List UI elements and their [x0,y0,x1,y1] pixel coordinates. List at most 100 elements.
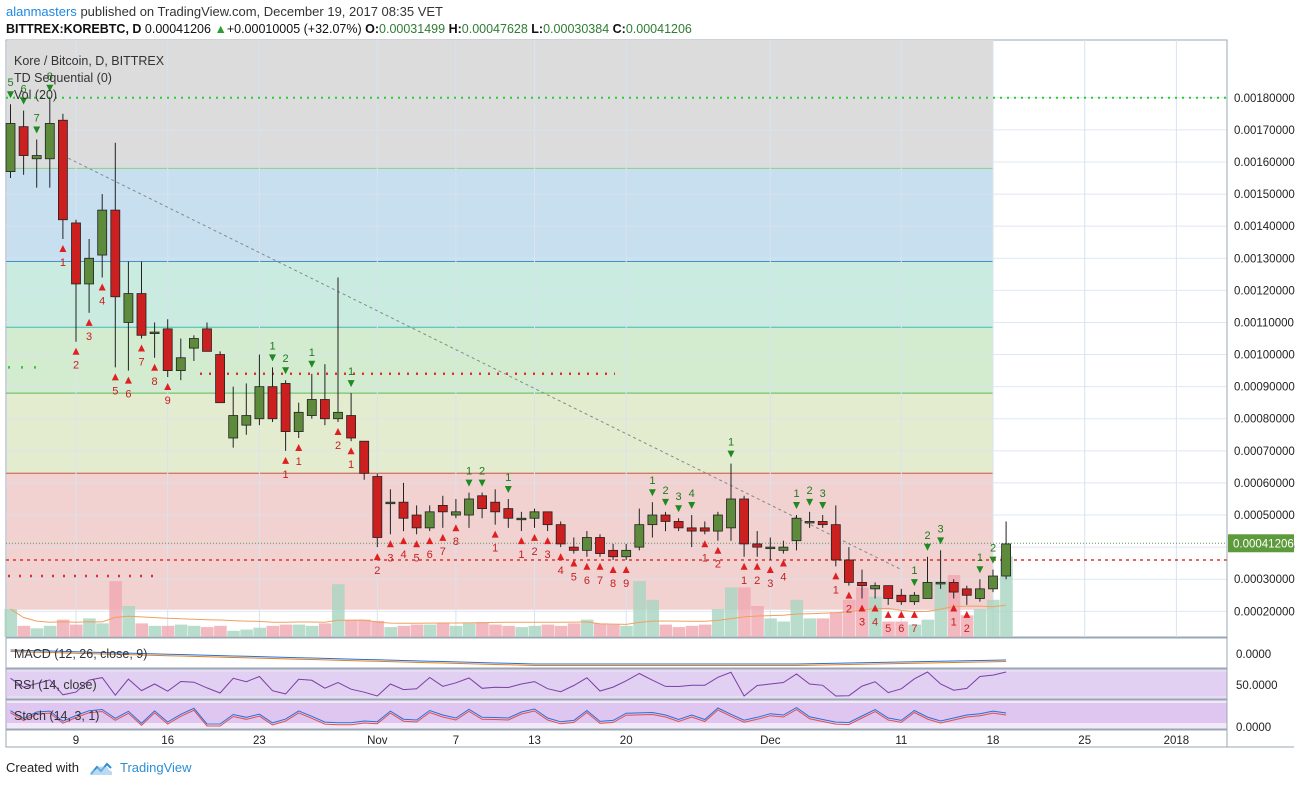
td-buy-arrow [386,540,394,548]
volume-bar [318,623,332,637]
candle-body [660,514,671,522]
tradingview-link[interactable]: TradingView [120,760,192,775]
candle-body [228,415,239,439]
td-sell-arrow [20,97,28,105]
td-sell-arrow [688,502,696,510]
volume-bar [633,581,646,637]
price-tick: 0.00140000 [1234,221,1295,233]
td-buy-arrow [557,553,565,561]
td-buy-count: 3 [767,578,773,590]
time-tick: 20 [620,735,633,747]
candle-body [84,257,94,285]
volume-bar [161,625,175,637]
volume-bar [174,624,188,637]
td-buy-count: 1 [283,469,289,481]
td-buy-count: 6 [427,549,433,561]
td-sell-count: 8 [47,71,53,83]
td-buy-arrow [766,565,774,573]
td-sell-count: 4 [689,488,695,500]
candle-body [778,546,789,551]
candle-body [686,527,697,532]
volume-bar [580,619,594,637]
price-tick: 0.00130000 [1234,253,1295,265]
td-buy-count: 2 [335,440,341,452]
td-buy-count: 4 [780,572,786,584]
candle-body [267,386,278,420]
candle-body [621,549,632,558]
volume-bar [358,619,371,637]
volume-bar [685,625,699,637]
td-buy-count: 2 [846,604,852,616]
volume-bar [698,624,712,637]
td-buy-count: 4 [99,296,105,308]
price-tick: 0.00080000 [1234,414,1295,426]
volume-bar [711,609,725,637]
candle-body [306,399,317,416]
high-label: H: [448,22,462,36]
time-tick: 18 [987,735,1000,747]
price-tick: 0.00030000 [1234,574,1295,586]
candle-body [870,585,880,590]
author-link[interactable]: alanmasters [6,4,77,19]
volume-bar [659,624,673,637]
fib-zone-gray [7,97,993,169]
candle-body [935,582,946,585]
volume-bar [764,618,777,637]
candle-body [595,537,605,554]
td-sell-arrow [976,566,984,574]
volume-bar [554,625,568,637]
volume-bar [384,627,397,637]
td-buy-arrow [98,283,106,291]
candle-body [136,293,147,336]
td-sell-arrow [910,579,918,587]
volume-bar [725,587,738,637]
volume-bar [449,625,463,637]
volume-bar [70,624,83,637]
td-sell-arrow [662,498,669,506]
td-buy-arrow [544,537,552,545]
volume-bar [541,624,555,637]
time-tick: 11 [895,735,907,747]
volume-bar [253,627,266,637]
candle-body [372,476,383,538]
volume-bar [4,609,18,637]
candle-body [883,585,894,599]
candle-body [713,514,723,532]
open-label: O: [365,22,380,36]
td-buy-count: 8 [610,578,616,590]
up-arrow-icon: ▲ [214,22,227,36]
candle-body [634,524,645,548]
td-sell-count: 1 [505,472,511,484]
time-tick: 7 [453,735,459,747]
td-sell-arrow [308,360,316,368]
td-sell-arrow [819,502,827,510]
price-tick: 0.00050000 [1234,510,1295,522]
stoch-axis-label: 0.0000 [1236,722,1271,734]
price-tick: 0.00020000 [1234,606,1295,618]
stoch-k-line [10,707,1007,725]
candle-body [817,521,828,526]
candle-body [149,331,160,334]
td-sell-count: 1 [911,565,917,577]
td-buy-count: 4 [872,616,878,628]
td-sell-count: 7 [34,113,40,125]
td-buy-arrow [517,537,525,545]
candle-body [58,119,68,221]
candle-body [346,415,357,439]
td-buy-count: 3 [387,552,393,564]
price-tick: 0.00180000 [1234,93,1295,105]
td-buy-count: 1 [518,549,524,561]
volume-bar [83,618,96,637]
fib-zone-gray [7,40,993,98]
time-axis [5,729,1228,748]
volume-bar [842,599,856,637]
candle-body [188,338,199,349]
candle-body [450,511,461,516]
stoch-d-line [10,709,1007,727]
td-buy-arrow [609,565,617,573]
close-label: C: [612,22,626,36]
td-sell-arrow [478,479,486,487]
td-buy-count: 1 [702,552,708,564]
candle-body [699,527,710,532]
